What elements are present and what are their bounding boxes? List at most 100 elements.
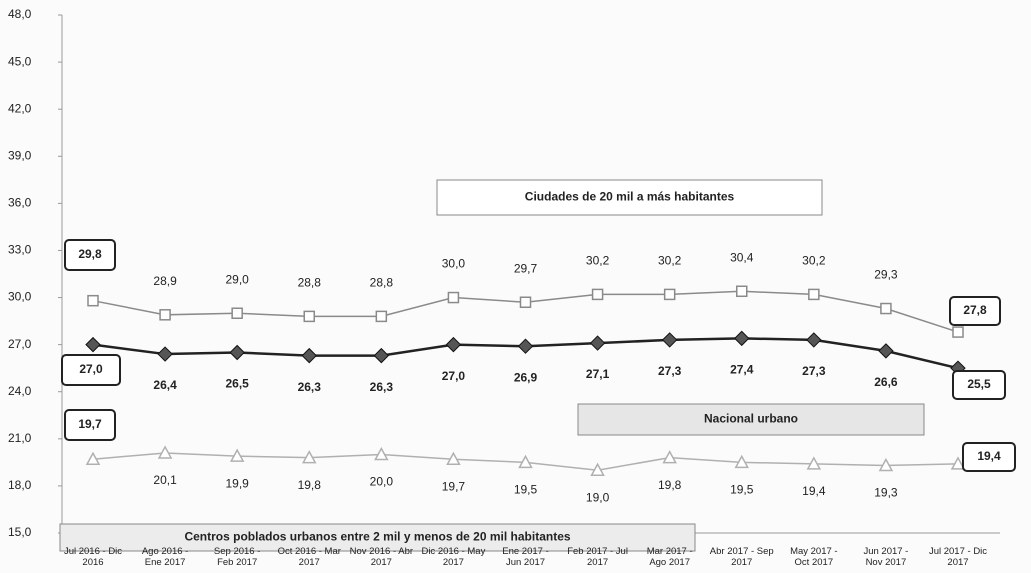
marker [661,332,678,348]
data-label: 27,4 [730,363,754,377]
marker [734,454,750,469]
data-label: 19,5 [514,483,538,497]
data-label-box [949,296,1001,326]
y-tick-label: 27,0 [8,337,32,351]
x-tick-label: Jul 2016 - Dic 2016 [63,546,123,568]
marker [375,310,388,323]
x-tick-label: Feb 2017 - Jul 2017 [567,546,628,568]
marker [662,450,677,464]
marker [374,446,389,461]
marker [231,307,243,319]
marker [85,336,101,353]
data-label: 26,3 [298,380,322,394]
data-label: 19,4 [802,484,826,498]
data-label: 19,4 [977,449,1001,463]
data-label: 19,8 [658,478,682,492]
data-label: 19,0 [586,490,610,504]
x-tick-label: May 2017 - Oct 2017 [790,546,838,568]
marker [157,445,173,459]
data-label: 19,3 [874,486,898,500]
y-tick-label: 39,0 [8,148,32,162]
data-label: 27,8 [963,303,987,317]
marker [806,456,822,470]
x-tick-label: Ene 2017 - Jun 2017 [502,546,549,568]
marker [445,336,462,353]
data-label: 27,3 [802,364,826,378]
marker [229,344,245,361]
data-label: 28,9 [153,274,177,288]
marker [952,326,964,338]
y-tick-label: 15,0 [8,525,32,539]
y-tick-label: 30,0 [8,290,32,304]
data-label: 26,5 [225,377,249,391]
data-label: 30,4 [730,250,754,264]
marker [157,346,173,362]
y-tick-label: 48,0 [8,7,32,21]
data-label: 29,7 [514,261,538,275]
data-label: 27,0 [79,362,103,376]
y-tick-label: 42,0 [8,101,32,115]
data-label-box [64,409,116,441]
legend-box [436,179,823,216]
marker [301,347,317,364]
marker [806,332,822,348]
data-label: 27,3 [658,364,682,378]
marker [303,310,315,323]
marker [878,343,894,359]
x-tick-label: Nov 2016 - Abr 2017 [349,546,414,568]
marker [87,294,99,307]
data-label: 30,2 [802,254,826,268]
marker [229,448,245,462]
data-label: 19,7 [78,417,102,431]
marker [663,288,676,301]
marker [590,462,605,476]
data-label: 19,7 [442,479,466,493]
data-label: 27,1 [586,367,610,381]
data-label: 30,2 [586,254,610,268]
marker [734,330,750,347]
data-label-box [952,370,1006,400]
marker [880,302,892,315]
legend-label: Nacional urbano [704,412,798,426]
y-tick-label: 33,0 [8,243,32,257]
marker [519,296,532,309]
data-label-box [61,354,121,386]
marker [301,450,317,464]
x-tick-label: Jul 2017 - Dic 2017 [928,546,988,568]
legend-box [577,403,925,436]
data-label: 26,6 [874,375,898,389]
x-tick-label: Jun 2017 - Nov 2017 [863,546,909,568]
marker [159,309,171,321]
marker [950,456,966,470]
data-label: 20,1 [153,473,177,487]
marker [878,457,894,472]
data-label: 19,9 [225,476,249,490]
marker [518,454,533,469]
data-label: 26,3 [370,380,394,394]
data-label: 19,8 [298,478,322,492]
data-label: 26,4 [153,378,177,392]
data-label-box [64,239,116,271]
data-label-box [962,442,1016,472]
data-label: 28,8 [370,276,394,290]
marker [736,285,748,298]
marker [591,288,604,301]
marker [446,451,461,465]
data-label: 19,5 [730,483,754,497]
y-tick-label: 45,0 [8,54,32,68]
marker [373,347,390,364]
data-label: 26,9 [514,370,538,384]
y-tick-label: 18,0 [8,478,32,492]
data-label: 29,3 [874,268,898,282]
data-label: 20,0 [370,475,394,489]
marker [808,288,820,301]
y-tick-label: 24,0 [8,384,32,398]
x-tick-label: Ago 2016 - Ene 2017 [141,546,189,568]
data-label: 29,8 [78,247,102,261]
marker [589,335,606,351]
x-tick-label: Dic 2016 - May 2017 [421,546,486,568]
x-tick-label: Oct 2016 - Mar 2017 [277,546,341,568]
legend-label: Centros poblados urbanos entre 2 mil y m… [184,530,570,544]
